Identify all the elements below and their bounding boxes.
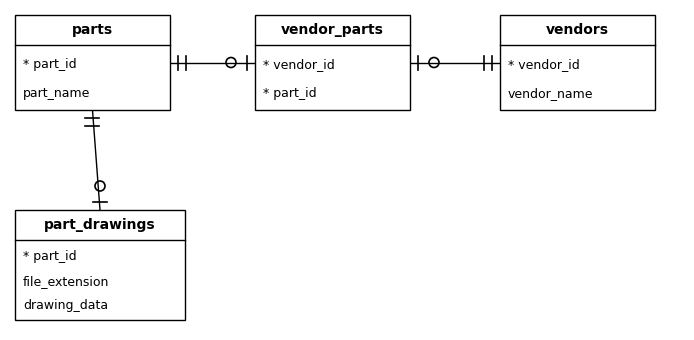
- Text: drawing_data: drawing_data: [23, 299, 108, 312]
- Text: * vendor_id: * vendor_id: [508, 58, 579, 71]
- Text: file_extension: file_extension: [23, 275, 110, 288]
- Text: * part_id: * part_id: [23, 251, 76, 264]
- Text: part_name: part_name: [23, 87, 90, 100]
- Text: * part_id: * part_id: [23, 58, 76, 71]
- Text: vendor_parts: vendor_parts: [281, 23, 384, 37]
- Bar: [15, 210, 185, 320]
- Bar: [500, 15, 655, 110]
- Bar: [15, 15, 170, 110]
- Text: parts: parts: [72, 23, 113, 37]
- Text: * vendor_id: * vendor_id: [263, 58, 335, 71]
- Text: * part_id: * part_id: [263, 87, 316, 100]
- Text: part_drawings: part_drawings: [44, 218, 156, 232]
- Bar: [255, 15, 410, 110]
- Text: vendor_name: vendor_name: [508, 87, 593, 100]
- Text: vendors: vendors: [546, 23, 609, 37]
